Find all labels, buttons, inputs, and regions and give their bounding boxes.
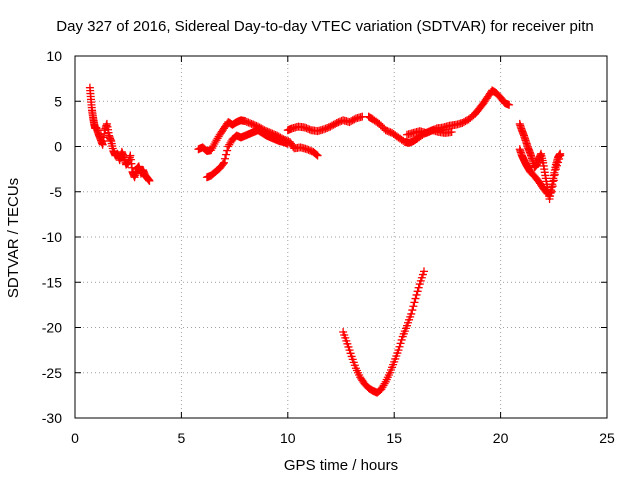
data-points — [85, 83, 565, 397]
data-point — [414, 283, 423, 292]
y-tick-label: -30 — [42, 410, 62, 426]
plot-frame — [74, 55, 608, 419]
data-point — [554, 158, 563, 167]
data-point — [412, 290, 421, 299]
data-point — [221, 154, 230, 163]
chart-title: Day 327 of 2016, Sidereal Day-to-day VTE… — [56, 18, 593, 35]
data-point — [313, 151, 322, 160]
y-tick-label: -15 — [42, 274, 62, 290]
y-axis-label: SDTVAR / TECUs — [5, 178, 22, 298]
data-point — [550, 170, 559, 179]
data-point — [407, 309, 416, 318]
series-arc2 — [194, 116, 322, 160]
data-point — [218, 160, 227, 169]
data-point — [396, 339, 405, 348]
x-tick-label: 15 — [386, 430, 402, 446]
data-point — [312, 150, 321, 159]
data-point — [411, 294, 420, 303]
x-axis-label: GPS time / hours — [284, 457, 398, 474]
y-tick-label: -10 — [42, 229, 62, 245]
series-arc3 — [202, 126, 292, 182]
y-tick-label: 10 — [46, 48, 62, 64]
data-point — [397, 335, 406, 344]
x-tick-label: 20 — [493, 430, 509, 446]
data-point — [395, 342, 404, 351]
data-point — [408, 306, 417, 315]
data-point — [283, 139, 292, 148]
series-arc5 — [364, 86, 514, 147]
series-arc1 — [85, 83, 154, 185]
data-point — [505, 100, 514, 109]
data-point — [380, 379, 389, 388]
x-tick-label: 25 — [599, 430, 615, 446]
y-tick-label: 5 — [54, 93, 62, 109]
y-tick-label: -5 — [50, 184, 63, 200]
data-point — [555, 154, 564, 163]
data-point — [447, 128, 456, 137]
data-point — [413, 287, 422, 296]
data-point — [552, 161, 561, 170]
series-arc7 — [339, 267, 428, 397]
x-tick-label: 0 — [71, 430, 79, 446]
data-point — [219, 158, 228, 167]
data-point — [549, 176, 558, 185]
x-tick-label: 10 — [280, 430, 296, 446]
y-tick-label: -20 — [42, 320, 62, 336]
y-tick-label: 0 — [54, 139, 62, 155]
series-arc6 — [402, 126, 456, 139]
data-point — [551, 165, 560, 174]
grid-lines — [75, 56, 607, 418]
data-point — [223, 146, 232, 155]
data-point — [410, 298, 419, 307]
data-point — [409, 302, 418, 311]
data-point — [394, 346, 403, 355]
axis-ticks: 0 5 10 15 20 25 -30 -25 -20 -15 -10 -5 0 5 10 — [42, 48, 615, 446]
series-arc9 — [515, 145, 565, 198]
y-tick-label: -25 — [42, 365, 62, 381]
series-arc4 — [283, 112, 367, 136]
data-point — [548, 182, 557, 191]
data-point — [145, 176, 154, 185]
data-point — [222, 150, 231, 159]
data-point — [419, 267, 428, 276]
x-tick-label: 5 — [178, 430, 186, 446]
data-point — [547, 187, 556, 196]
data-point — [556, 151, 565, 160]
